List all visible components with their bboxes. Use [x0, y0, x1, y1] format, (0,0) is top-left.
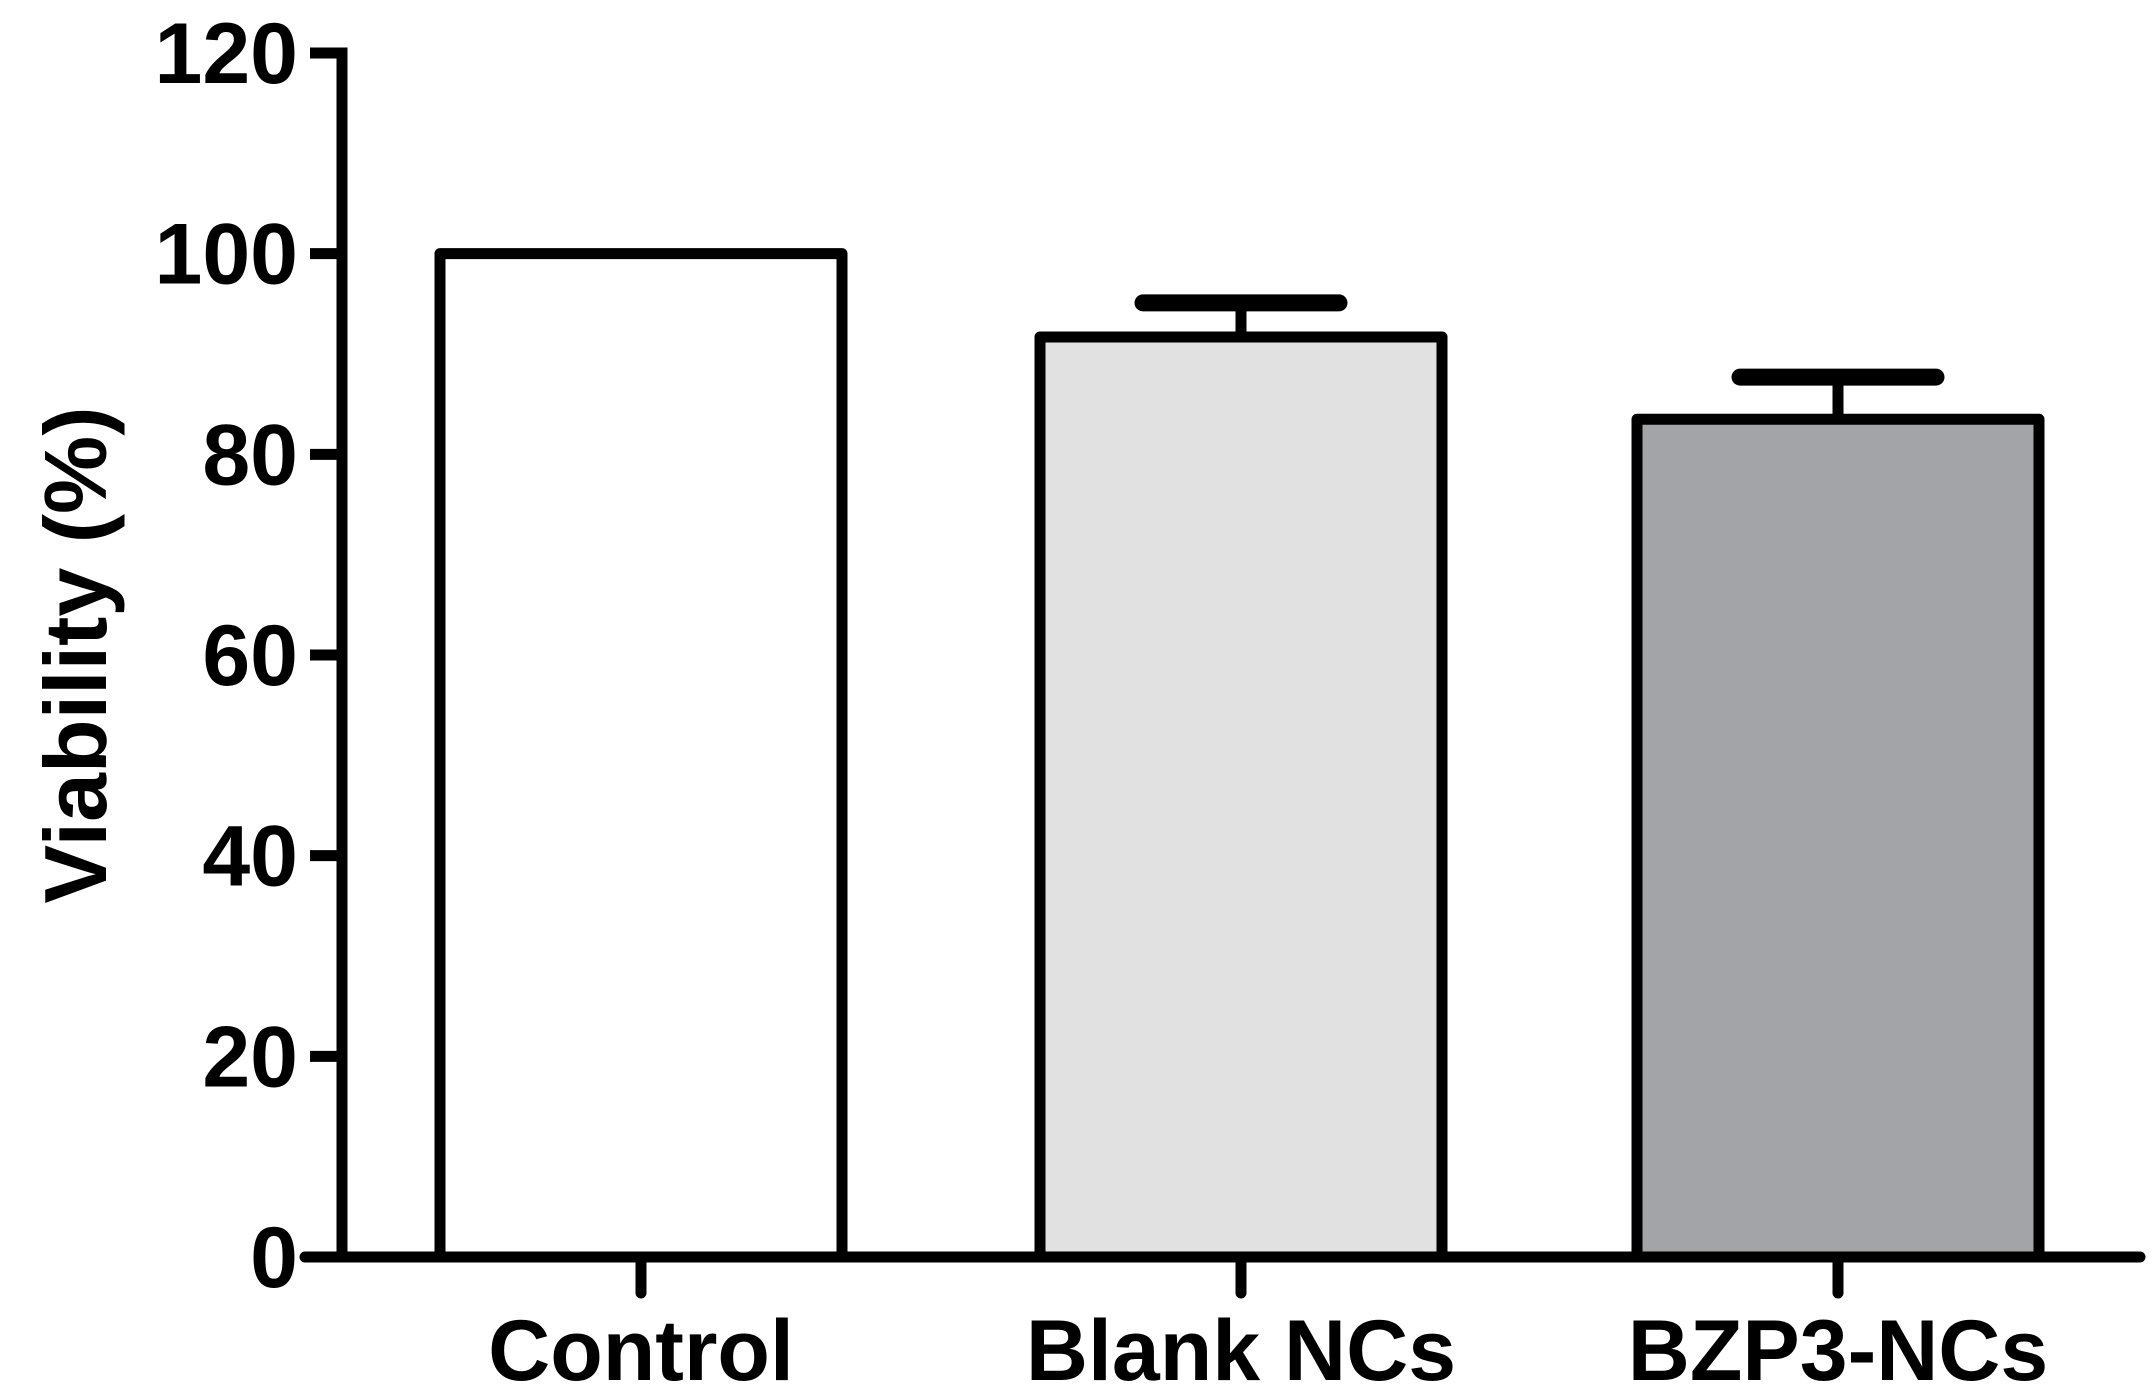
bar-control: [434, 248, 848, 1263]
x-tick-label: Blank NCs: [1026, 1303, 1456, 1392]
y-axis-ticks: 0 20 40 60 80 100 120: [155, 6, 342, 1306]
x-tick-label: BZP3-NCs: [1628, 1303, 2049, 1392]
y-axis-title: Viability (%): [26, 406, 125, 903]
y-tick-label: 20: [202, 1009, 298, 1105]
y-tick-label: 80: [202, 407, 298, 503]
y-tick-label: 0: [250, 1210, 298, 1306]
y-tick-label: 100: [155, 207, 299, 303]
y-tick-label: 60: [202, 608, 298, 704]
y-tick-label: 40: [202, 809, 298, 905]
bars: [434, 248, 2045, 1263]
x-axis-ticks: Control Blank NCs BZP3-NCs: [488, 1251, 2049, 1392]
x-tick-label: Control: [488, 1303, 794, 1392]
error-bars: [1134, 294, 1945, 420]
bar-bzp3-ncs: [1631, 413, 2045, 1263]
y-tick-label: 120: [155, 6, 299, 102]
bar-blank-ncs: [1034, 331, 1448, 1263]
